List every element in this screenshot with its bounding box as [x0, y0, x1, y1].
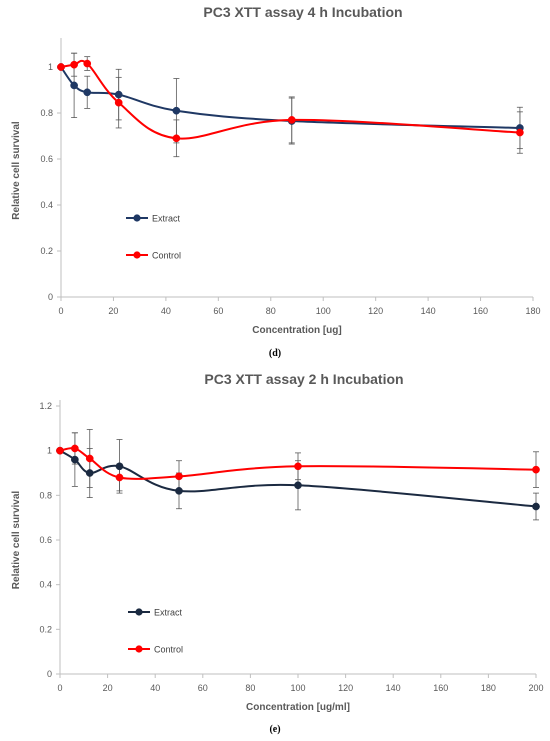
x-tick-label: 100: [316, 306, 331, 316]
x-tick-label: 60: [213, 306, 223, 316]
chart-title: PC3 XTT assay 4 h Incubation: [203, 4, 402, 20]
legend: Extract Control: [126, 214, 181, 261]
data-point: [85, 469, 94, 477]
data-point: [532, 502, 540, 511]
y-tick-label: 0.4: [39, 580, 52, 590]
legend-label: Extract: [154, 608, 183, 618]
data-point: [85, 454, 94, 463]
series-line: [60, 59, 520, 140]
series-control: [71, 52, 523, 158]
data-point: [172, 106, 181, 115]
data-point: [114, 90, 123, 99]
legend-swatch-marker: [135, 608, 143, 616]
data-point: [287, 116, 296, 124]
x-tick-label: 140: [421, 306, 436, 316]
y-axis-title: Relative cell survival: [11, 491, 22, 590]
data-point: [175, 487, 183, 495]
y-tick-label: 0.8: [39, 490, 52, 500]
x-tick-label: 140: [386, 683, 401, 693]
x-tick-label: 180: [481, 683, 496, 693]
data-point: [57, 63, 65, 71]
y-tick-label: 1: [47, 446, 52, 456]
chart-title: PC3 XTT assay 2 h Incubation: [204, 371, 403, 387]
legend-swatch-marker: [133, 251, 141, 259]
x-tick-label: 120: [338, 683, 353, 693]
y-axis-title: Relative cell survival: [11, 121, 22, 220]
x-tick-label: 20: [108, 306, 118, 316]
chart-panel-d: PC3 XTT assay 4 h Incubation 0 0.2 0.4 0.6 0.…: [11, 4, 541, 359]
legend-label: Control: [152, 251, 181, 261]
x-tick-label: 200: [528, 683, 543, 693]
legend-swatch-marker: [133, 214, 141, 222]
data-point: [83, 59, 92, 68]
series-control-line: [56, 444, 540, 482]
y-tick-label: 0.4: [40, 200, 53, 210]
x-tick-label: 20: [103, 683, 113, 693]
x-tick-label: 160: [433, 683, 448, 693]
x-tick-label: 80: [266, 306, 276, 316]
y-tick-label: 1: [48, 62, 53, 72]
x-tick-label: 0: [57, 683, 62, 693]
x-axis-title: Concentration [ug/ml]: [246, 702, 350, 713]
y-tick-label: 0: [48, 292, 53, 302]
data-point: [56, 446, 64, 455]
x-tick-label: 0: [58, 306, 63, 316]
data-point: [175, 472, 183, 481]
data-point: [294, 462, 302, 471]
panel-label: (e): [269, 724, 280, 735]
legend: Extract Control: [128, 608, 183, 655]
data-point: [115, 462, 124, 471]
x-tick-label: 40: [161, 306, 171, 316]
y-tick-label: 0.6: [40, 154, 53, 164]
x-tick-label: 100: [290, 683, 305, 693]
y-tick-label: 0.8: [40, 108, 53, 118]
data-point: [516, 128, 524, 137]
x-tick-label: 80: [245, 683, 255, 693]
legend-label: Control: [154, 645, 183, 655]
y-tick-label: 0.2: [39, 624, 52, 634]
data-point: [71, 444, 79, 453]
x-axis-title: Concentration [ug]: [252, 325, 341, 336]
chart-panel-e: PC3 XTT assay 2 h Incubation 0 0.2 0.4 0.6 0.…: [11, 371, 544, 735]
legend-label: Extract: [152, 214, 181, 224]
series-control: [71, 429, 539, 493]
y-tick-label: 0.6: [39, 535, 52, 545]
x-tick-label: 60: [198, 683, 208, 693]
legend-swatch-marker: [135, 645, 143, 653]
data-point: [70, 81, 78, 90]
series-control-line: [57, 59, 524, 143]
data-point: [71, 455, 79, 464]
x-tick-label: 160: [473, 306, 488, 316]
data-point: [70, 60, 78, 69]
data-point: [83, 88, 92, 97]
x-tick-label: 120: [368, 306, 383, 316]
y-tick-label: 0.2: [40, 246, 53, 256]
data-point: [532, 465, 540, 474]
data-point: [294, 481, 302, 490]
y-tick-label: 1.2: [39, 401, 52, 411]
data-point: [115, 473, 124, 482]
data-point: [172, 134, 181, 143]
x-tick-label: 180: [525, 306, 540, 316]
panel-label: (d): [269, 348, 281, 359]
data-point: [114, 98, 123, 107]
y-tick-label: 0: [47, 669, 52, 679]
x-tick-label: 40: [150, 683, 160, 693]
